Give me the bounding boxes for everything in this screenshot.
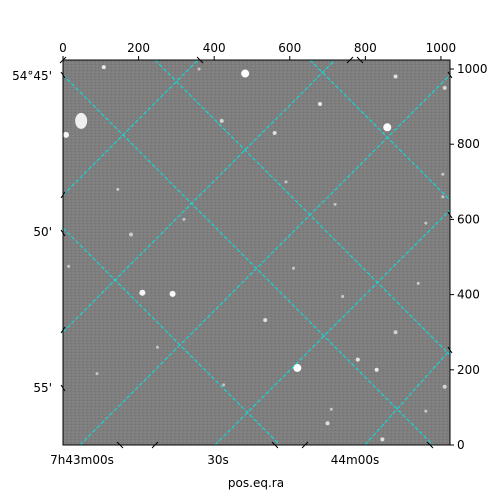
world-tick (60, 384, 66, 392)
grid-line (154, 60, 450, 356)
star (219, 118, 224, 123)
grid-line (79, 74, 450, 445)
world-tick (60, 71, 66, 79)
top-tick-label: 800 (354, 41, 377, 55)
right-tick-label: 1000 (457, 62, 488, 76)
star (441, 172, 445, 176)
world-tick (356, 56, 364, 64)
pixel-axis-ticks: 0 200 400 600 800 1000 0 200 400 600 800 1000 (59, 41, 487, 452)
dec-tick-label: 54°45' (12, 69, 52, 83)
star (139, 289, 146, 296)
star (222, 383, 226, 387)
dec-tick-label: 50' (33, 225, 52, 239)
star (442, 85, 447, 90)
star (341, 294, 345, 298)
star (325, 421, 330, 426)
coordinate-grid (63, 60, 450, 445)
world-tick (60, 326, 66, 334)
world-tick (196, 56, 204, 64)
world-tick (301, 441, 309, 449)
ra-tick-label: 44m00s (331, 453, 379, 467)
star (293, 363, 302, 372)
world-tick (447, 346, 453, 354)
right-tick-label: 800 (457, 137, 480, 151)
world-tick (151, 441, 159, 449)
top-tick-label: 200 (127, 41, 150, 55)
star (441, 195, 445, 199)
star (116, 187, 120, 191)
grid-line (63, 60, 199, 196)
star (442, 384, 447, 389)
grid-line (63, 227, 281, 445)
world-axis-ticks: 7h43m00s 30s 44m00s 54°45' 50' 55' (12, 56, 453, 467)
top-tick-label: 0 (59, 41, 67, 55)
grid-line (309, 60, 450, 201)
star (263, 318, 268, 323)
image-background (63, 60, 450, 445)
star (241, 69, 250, 78)
world-tick (271, 441, 279, 449)
x-axis-label: pos.eq.ra (228, 476, 284, 490)
star (333, 202, 337, 206)
world-tick (426, 441, 434, 449)
star (424, 409, 428, 413)
star (75, 112, 88, 129)
star (380, 437, 385, 442)
star (424, 221, 428, 225)
star (317, 101, 322, 106)
top-tick-label: 1000 (426, 41, 457, 55)
right-tick-label: 600 (457, 212, 480, 226)
grid-line (214, 209, 450, 445)
star (197, 67, 201, 71)
star (63, 131, 70, 138)
star-field (63, 65, 447, 442)
star (182, 217, 186, 221)
top-tick-label: 400 (203, 41, 226, 55)
star (129, 232, 134, 237)
ra-tick-label: 7h43m00s (50, 453, 114, 467)
star (169, 290, 176, 297)
world-tick (346, 56, 354, 64)
star (393, 330, 398, 335)
star (101, 65, 106, 70)
star (355, 357, 360, 362)
ra-tick-label: 30s (207, 453, 229, 467)
star (416, 281, 420, 285)
top-tick-label: 600 (278, 41, 301, 55)
sky-image (63, 60, 450, 445)
star (67, 264, 71, 268)
right-tick-label: 400 (457, 288, 480, 302)
star (272, 130, 277, 135)
world-tick (60, 191, 66, 199)
grid-line (63, 74, 434, 445)
star (393, 74, 398, 79)
star (292, 266, 296, 270)
right-tick-label: 200 (457, 363, 480, 377)
star (284, 180, 288, 184)
world-tick (447, 211, 453, 219)
star (95, 372, 99, 376)
star (155, 345, 159, 349)
right-tick-label: 0 (457, 438, 465, 452)
star (374, 367, 379, 372)
star (383, 123, 392, 132)
grid-line (364, 349, 450, 445)
star (329, 407, 333, 411)
world-tick (116, 441, 124, 449)
world-tick (59, 56, 67, 64)
dec-tick-label: 55' (33, 381, 52, 395)
world-tick (60, 229, 66, 237)
plot-frame (62, 59, 451, 446)
grid-line (63, 60, 336, 333)
world-tick (447, 71, 453, 79)
